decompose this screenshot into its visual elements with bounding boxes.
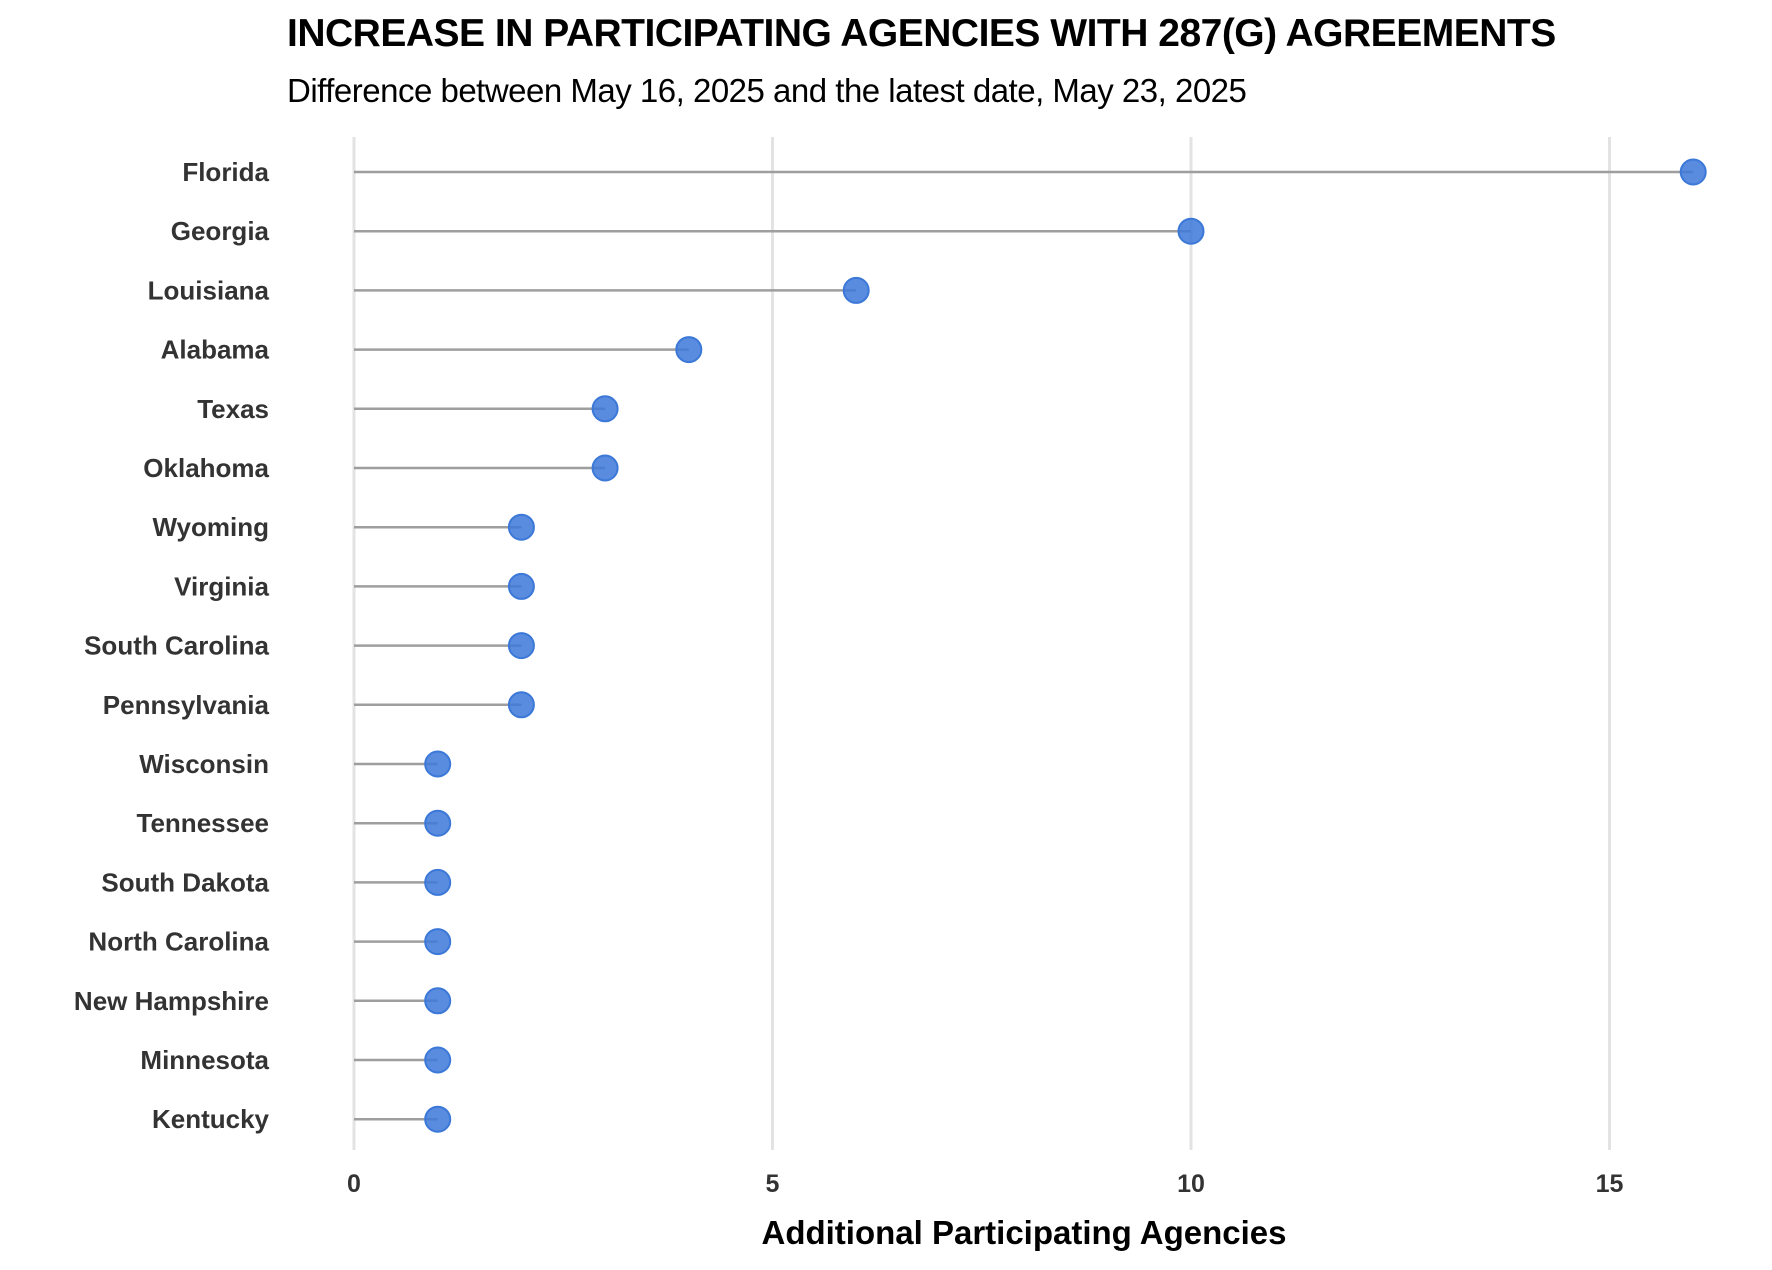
category-label-georgia: Georgia [171, 216, 270, 246]
category-label-pennsylvania: Pennsylvania [103, 690, 270, 720]
marker-georgia [1177, 217, 1205, 245]
marker-south-carolina [507, 632, 535, 660]
marker-louisiana [842, 276, 870, 304]
category-label-new-hampshire: New Hampshire [74, 986, 269, 1016]
gridlines [352, 137, 1611, 1150]
marker-kentucky [424, 1105, 452, 1133]
x-axis-ticks: 0 5 10 15 [347, 1170, 1623, 1198]
category-label-louisiana: Louisiana [148, 275, 270, 305]
chart-title: INCREASE IN PARTICIPATING AGENCIES WITH … [287, 12, 1556, 55]
category-label-tennessee: Tennessee [137, 808, 269, 838]
marker-oklahoma [591, 454, 619, 482]
x-tick-label-10: 10 [1177, 1170, 1205, 1198]
category-labels: Florida Georgia Louisiana Alabama Texas Oklah… [74, 157, 270, 1134]
marker-virginia [507, 572, 535, 600]
marker-alabama [675, 336, 703, 364]
x-tick-label-0: 0 [347, 1170, 361, 1198]
markers [424, 158, 1707, 1133]
category-label-alabama: Alabama [161, 335, 270, 365]
category-label-kentucky: Kentucky [152, 1104, 270, 1134]
category-label-texas: Texas [197, 394, 269, 424]
category-label-wyoming: Wyoming [152, 512, 269, 542]
x-tick-label-5: 5 [766, 1170, 780, 1198]
category-label-south-carolina: South Carolina [84, 631, 269, 661]
category-label-virginia: Virginia [174, 571, 269, 601]
x-tick-label-15: 15 [1596, 1170, 1624, 1198]
category-label-north-carolina: North Carolina [88, 927, 269, 957]
marker-north-carolina [424, 928, 452, 956]
marker-florida [1679, 158, 1707, 186]
marker-wisconsin [424, 750, 452, 778]
marker-new-hampshire [424, 987, 452, 1015]
marker-pennsylvania [507, 691, 535, 719]
category-label-florida: Florida [182, 157, 269, 187]
category-label-south-dakota: South Dakota [101, 867, 269, 897]
marker-tennessee [424, 809, 452, 837]
category-label-oklahoma: Oklahoma [143, 453, 269, 483]
marker-south-dakota [424, 868, 452, 896]
stems [354, 170, 1694, 1121]
marker-texas [591, 395, 619, 423]
marker-wyoming [507, 513, 535, 541]
x-axis-title: Additional Participating Agencies [761, 1214, 1286, 1251]
marker-minnesota [424, 1046, 452, 1074]
category-label-minnesota: Minnesota [140, 1045, 269, 1075]
chart-subtitle: Difference between May 16, 2025 and the … [287, 72, 1247, 109]
category-label-wisconsin: Wisconsin [139, 749, 269, 779]
